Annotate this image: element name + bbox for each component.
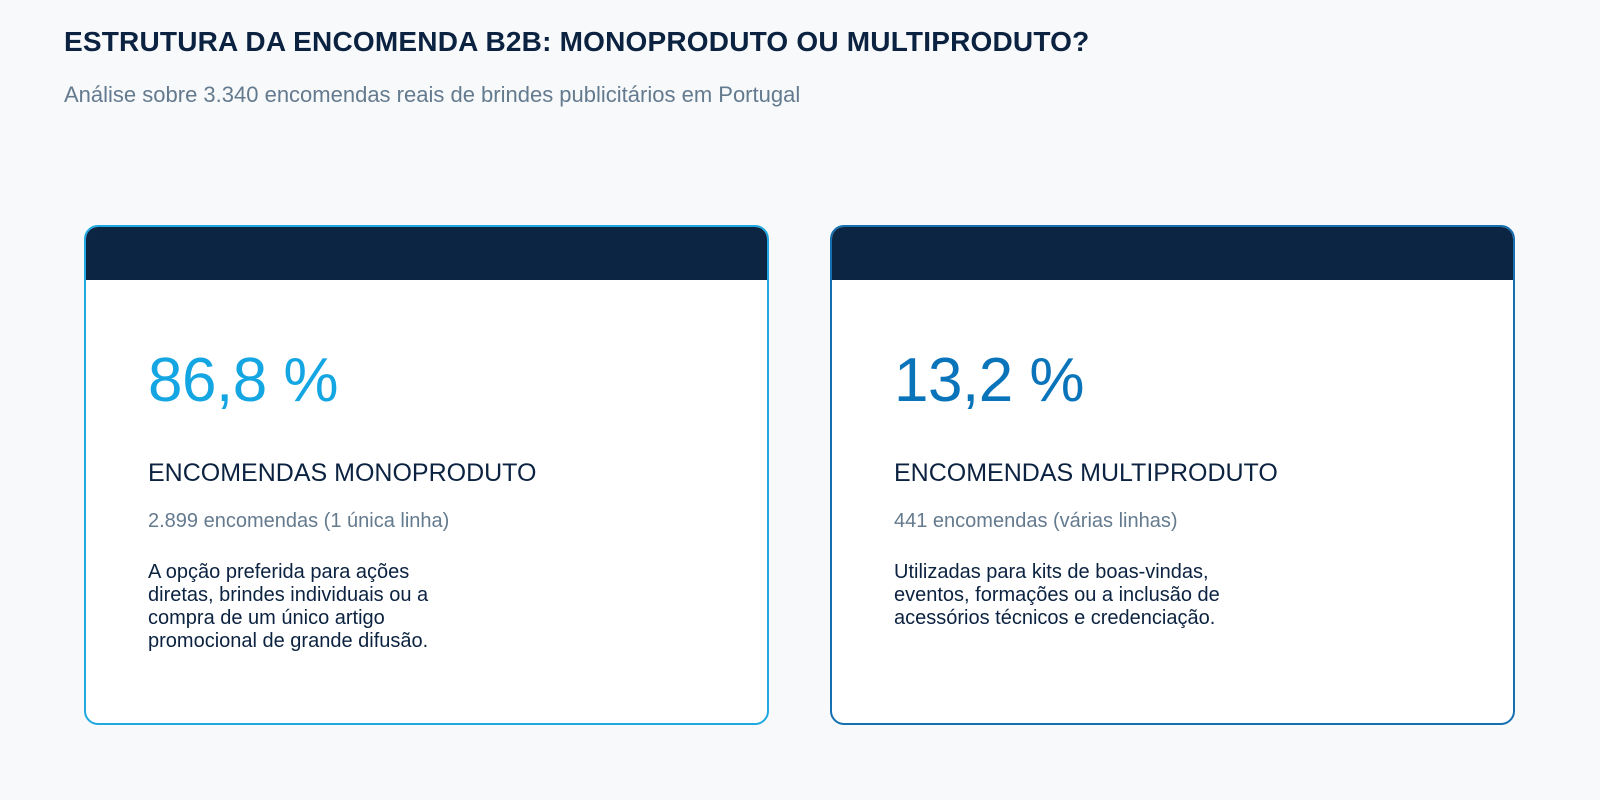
card-count: 441 encomendas (várias linhas) bbox=[894, 510, 1178, 532]
page-subtitle: Análise sobre 3.340 encomendas reais de … bbox=[64, 82, 801, 107]
card-percentage: 86,8 % bbox=[148, 346, 339, 415]
card-label: ENCOMENDAS MONOPRODUTO bbox=[148, 459, 537, 487]
card-count: 2.899 encomendas (1 única linha) bbox=[148, 510, 450, 532]
card-label: ENCOMENDAS MULTIPRODUTO bbox=[894, 459, 1278, 487]
card-header-band bbox=[86, 227, 767, 280]
card-multiproduto: 13,2 % ENCOMENDAS MULTIPRODUTO 441 encom… bbox=[830, 225, 1515, 725]
card-percentage: 13,2 % bbox=[894, 346, 1085, 415]
card-body: 13,2 % ENCOMENDAS MULTIPRODUTO 441 encom… bbox=[894, 280, 1473, 630]
page-title: ESTRUTURA DA ENCOMENDA B2B: MONOPRODUTO … bbox=[64, 26, 1090, 57]
card-monoproduto: 86,8 % ENCOMENDAS MONOPRODUTO 2.899 enco… bbox=[84, 225, 769, 725]
card-body: 86,8 % ENCOMENDAS MONOPRODUTO 2.899 enco… bbox=[148, 280, 727, 653]
card-description: Utilizadas para kits de boas-vindas, eve… bbox=[894, 561, 1220, 629]
card-header-band bbox=[832, 227, 1513, 280]
card-description: A opção preferida para ações diretas, br… bbox=[148, 561, 429, 652]
